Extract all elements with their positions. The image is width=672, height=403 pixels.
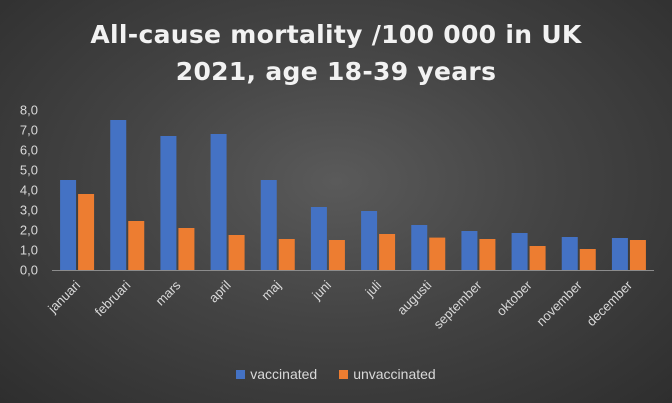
y-tick-label: 1,0	[20, 243, 38, 258]
bar-unvaccinated-januari	[78, 194, 95, 270]
x-tick-label: november	[533, 277, 585, 329]
legend-swatch-vaccinated	[236, 369, 246, 379]
bar-vaccinated-juli	[361, 211, 378, 270]
bar-vaccinated-januari	[60, 180, 77, 270]
legend-swatch-unvaccinated	[339, 369, 349, 379]
bar-unvaccinated-juli	[379, 234, 396, 270]
y-tick-label: 4,0	[20, 183, 38, 198]
bar-unvaccinated-oktober	[529, 246, 546, 270]
bar-vaccinated-november	[561, 237, 578, 270]
bar-vaccinated-oktober	[511, 233, 528, 270]
bar-unvaccinated-juni	[328, 240, 345, 270]
bar-unvaccinated-september	[479, 239, 496, 270]
y-tick-label: 3,0	[20, 203, 38, 218]
bar-unvaccinated-april	[228, 235, 245, 270]
bar-unvaccinated-november	[579, 249, 596, 270]
x-tick-label: augusti	[394, 277, 434, 317]
x-tick-label: januari	[44, 277, 83, 316]
chart-title: All-cause mortality /100 000 in UK 2021,…	[0, 16, 672, 90]
chart-title-line-1: All-cause mortality /100 000 in UK	[90, 20, 582, 49]
x-tick-label: september	[430, 277, 485, 332]
legend: vaccinated unvaccinated	[0, 366, 672, 382]
bar-vaccinated-april	[210, 134, 227, 270]
y-tick-label: 7,0	[20, 123, 38, 138]
bar-vaccinated-maj	[260, 180, 277, 270]
y-tick-label: 0,0	[20, 263, 38, 278]
chart-title-line-2: 2021, age 18-39 years	[175, 57, 497, 86]
legend-label-vaccinated: vaccinated	[250, 366, 318, 382]
bar-vaccinated-juni	[310, 207, 327, 270]
bar-unvaccinated-december	[629, 240, 646, 270]
x-tick-label: maj	[258, 277, 283, 302]
legend-item-vaccinated[interactable]: vaccinated	[236, 366, 317, 382]
bar-vaccinated-september	[461, 231, 478, 270]
bar-vaccinated-december	[611, 238, 628, 270]
y-tick-label: 2,0	[20, 223, 38, 238]
bar-unvaccinated-februari	[128, 221, 145, 270]
x-tick-label: april	[206, 277, 234, 305]
x-tick-label: mars	[153, 277, 184, 308]
x-tick-label: juni	[308, 277, 334, 303]
legend-label-unvaccinated: unvaccinated	[353, 366, 436, 382]
x-tick-label: december	[584, 277, 636, 329]
bar-unvaccinated-mars	[178, 228, 195, 270]
legend-item-unvaccinated[interactable]: unvaccinated	[339, 366, 436, 382]
bar-vaccinated-februari	[110, 120, 127, 270]
y-tick-label: 6,0	[20, 143, 38, 158]
y-tick-label: 5,0	[20, 163, 38, 178]
bar-unvaccinated-augusti	[429, 237, 446, 270]
x-tick-label: februari	[92, 277, 134, 319]
bar-vaccinated-augusti	[411, 225, 428, 270]
x-tick-label: oktober	[493, 277, 535, 319]
bar-unvaccinated-maj	[278, 239, 295, 270]
x-tick-label: juli	[362, 277, 385, 300]
bar-vaccinated-mars	[160, 136, 177, 270]
y-tick-label: 8,0	[20, 103, 38, 118]
